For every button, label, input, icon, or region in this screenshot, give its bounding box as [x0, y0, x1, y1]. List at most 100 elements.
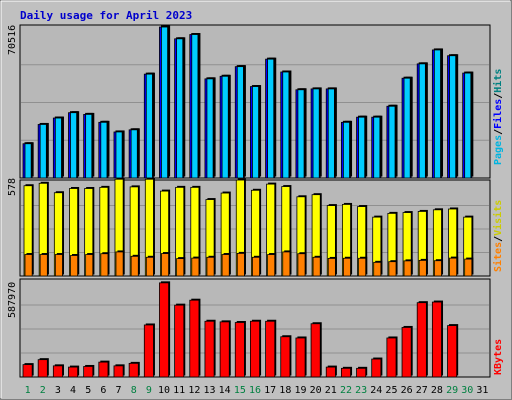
kbytes-bar	[295, 337, 306, 378]
files-bar	[39, 124, 47, 179]
files-bar	[312, 88, 320, 179]
kbytes-bar	[386, 337, 397, 378]
sites-bar	[449, 257, 458, 277]
hits-right-label: Hits	[492, 69, 504, 93]
files-bar	[327, 88, 335, 179]
kbytes-bar	[189, 299, 200, 378]
files-bar	[267, 58, 275, 179]
kbytes-bar	[22, 364, 33, 378]
x-tick-label: 26	[401, 385, 413, 396]
x-tick-label: 1	[25, 385, 31, 396]
visits-right-label: Sites	[492, 242, 504, 272]
files-bar	[449, 55, 457, 179]
files-bar	[252, 86, 259, 179]
files-bar	[24, 143, 32, 179]
sites-bar	[145, 256, 154, 277]
kbytes-ytick: 587970	[7, 282, 18, 318]
sites-bar	[373, 261, 382, 277]
x-tick-label: 2	[40, 385, 46, 396]
x-tick-label: 22	[340, 385, 352, 396]
sites-bar	[327, 258, 336, 277]
sites-bar	[312, 256, 321, 277]
x-tick-label: 11	[173, 385, 185, 396]
kbytes-bar	[356, 367, 367, 378]
sites-bar	[191, 257, 200, 277]
kbytes-right-label: KBytes	[493, 339, 504, 375]
hits-panel: 70516 Pages/Files/Hits	[7, 24, 504, 179]
files-bar	[388, 105, 396, 179]
hits-ytick: 70516	[7, 25, 18, 55]
files-bar	[191, 34, 199, 179]
sites-bar	[403, 260, 412, 277]
x-tick-label: 9	[146, 385, 152, 396]
x-tick-label: 28	[431, 385, 443, 396]
files-bar	[418, 63, 426, 179]
kbytes-bar	[325, 366, 336, 378]
x-tick-label: 19	[294, 385, 306, 396]
hits-right-label: /	[493, 129, 504, 135]
visits-panel: 578 Sites/Visits	[7, 177, 504, 277]
kbytes-bar	[234, 322, 245, 378]
sites-bar	[358, 257, 367, 277]
files-bar	[54, 117, 62, 179]
kbytes-bar	[219, 321, 230, 378]
files-bar	[100, 121, 108, 179]
sites-bar	[206, 256, 215, 277]
sites-bar	[342, 257, 351, 277]
x-tick-label: 18	[279, 385, 291, 396]
kbytes-bar	[52, 365, 63, 378]
sites-bar	[418, 259, 427, 277]
files-bar	[161, 26, 169, 179]
sites-bar	[54, 254, 63, 277]
x-tick-label: 7	[116, 385, 122, 396]
sites-bar	[130, 255, 139, 277]
sites-bar	[236, 252, 245, 277]
hits-right-labels: Pages/Files/Hits	[492, 69, 504, 165]
kbytes-right-labels: KBytes	[493, 339, 504, 375]
files-bar	[115, 131, 123, 179]
sites-bar	[161, 253, 170, 277]
x-tick-label: 25	[385, 385, 397, 396]
kbytes-bar	[401, 327, 412, 378]
files-bar	[130, 129, 138, 179]
x-tick-label: 3	[55, 385, 61, 396]
sites-bar	[24, 254, 33, 277]
sites-bar	[115, 251, 124, 277]
x-tick-label: 20	[310, 385, 322, 396]
sites-bar	[176, 258, 185, 277]
x-tick-label: 5	[85, 385, 91, 396]
kbytes-bar	[280, 336, 291, 378]
kbytes-bar	[265, 320, 276, 378]
x-tick-label: 24	[370, 385, 382, 396]
files-bar	[297, 89, 305, 179]
kbytes-bar	[431, 301, 442, 378]
visits-ytick: 578	[7, 178, 18, 196]
sites-bar	[85, 254, 94, 277]
x-tick-label: 16	[249, 385, 261, 396]
x-tick-label: 6	[100, 385, 106, 396]
sites-bar	[282, 251, 291, 277]
x-tick-label: 13	[203, 385, 215, 396]
visits-right-label: Visits	[492, 200, 504, 236]
hits-right-label: Pages	[493, 135, 504, 165]
chart-title: Daily usage for April 2023	[20, 9, 192, 22]
x-tick-label: 8	[131, 385, 137, 396]
x-tick-label: 12	[188, 385, 200, 396]
files-bar	[282, 71, 290, 179]
sites-bar	[70, 255, 79, 277]
kbytes-bar	[371, 358, 382, 378]
kbytes-panel: 587970 KBytes	[7, 278, 504, 378]
x-tick-label: 4	[70, 385, 76, 396]
kbytes-bar	[416, 302, 427, 378]
x-axis-labels: 1 2 3 4 5 6 7 8 9 10 11 12 13 14 15 16 17 18 19 20 21 22 23 24 2…	[25, 385, 489, 396]
kbytes-bar	[68, 366, 79, 378]
kbytes-bar	[250, 320, 260, 378]
files-bar	[206, 78, 214, 179]
x-tick-label: 21	[325, 385, 337, 396]
x-tick-label: 31	[476, 385, 488, 396]
sites-bar	[100, 253, 109, 277]
files-bar	[433, 49, 441, 179]
sites-bar	[388, 261, 397, 277]
kbytes-bar	[159, 282, 170, 378]
